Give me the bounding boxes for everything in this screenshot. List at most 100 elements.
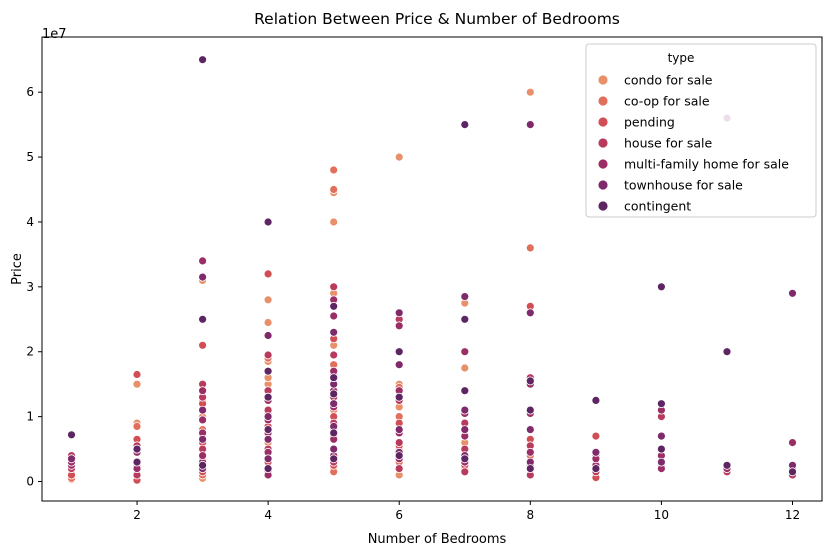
data-point xyxy=(132,421,142,431)
data-point xyxy=(329,217,339,227)
data-point xyxy=(263,350,273,360)
data-point xyxy=(722,460,732,470)
data-point xyxy=(198,434,208,444)
legend-marker xyxy=(597,158,609,170)
data-point xyxy=(263,295,273,305)
data-point xyxy=(132,444,142,454)
data-point xyxy=(263,331,273,340)
data-point xyxy=(525,87,535,97)
x-tick-label: 10 xyxy=(654,508,669,522)
data-point xyxy=(460,467,470,477)
data-point xyxy=(722,347,732,357)
y-tick-label: 1 xyxy=(26,410,34,424)
data-point xyxy=(394,425,404,435)
data-point xyxy=(263,434,273,444)
data-point xyxy=(525,447,535,457)
legend-marker xyxy=(597,137,609,149)
legend-marker xyxy=(597,200,609,212)
y-axis-label: Price xyxy=(10,253,25,285)
data-point xyxy=(657,399,666,409)
data-point xyxy=(329,327,339,337)
y-axis: 0 1 2 3 4 5 6 xyxy=(26,85,42,489)
data-point xyxy=(657,282,666,292)
y-tick-label: 5 xyxy=(26,150,34,164)
data-point xyxy=(198,272,208,282)
data-point xyxy=(394,360,404,370)
data-point xyxy=(525,243,535,253)
data-point xyxy=(394,451,404,461)
data-point xyxy=(591,395,601,405)
data-point xyxy=(198,405,208,415)
data-point xyxy=(525,464,535,474)
data-point xyxy=(657,444,666,454)
legend-title: type xyxy=(668,51,695,65)
data-point xyxy=(263,269,273,279)
data-point xyxy=(394,347,404,357)
data-point xyxy=(263,425,273,435)
data-point xyxy=(329,185,339,194)
data-point xyxy=(329,350,339,360)
plot-area-frame xyxy=(41,36,823,502)
data-point xyxy=(67,430,76,440)
legend-marker xyxy=(597,95,609,107)
legend-marker xyxy=(597,74,609,86)
legend-label: contingent xyxy=(624,199,691,214)
data-point xyxy=(460,386,470,396)
data-point xyxy=(198,415,208,425)
data-point xyxy=(394,321,404,331)
data-point xyxy=(788,438,797,448)
x-tick-label: 12 xyxy=(785,508,800,522)
data-points-layer xyxy=(67,55,797,485)
y-axis-offset-label: 1e7 xyxy=(42,27,67,42)
data-point xyxy=(525,120,535,129)
x-axis: 2 4 6 8 10 12 xyxy=(133,501,800,522)
data-point xyxy=(788,467,797,477)
x-axis-label: Number of Bedrooms xyxy=(368,532,507,547)
data-point xyxy=(329,399,339,409)
data-point xyxy=(263,454,273,464)
data-point xyxy=(132,370,142,379)
x-tick-label: 8 xyxy=(526,508,534,522)
y-tick-label: 4 xyxy=(26,215,34,229)
data-point xyxy=(460,425,470,435)
data-point xyxy=(657,457,666,467)
data-point xyxy=(329,389,339,399)
data-point xyxy=(263,318,273,327)
data-point xyxy=(525,376,535,386)
data-point xyxy=(198,386,208,396)
data-point xyxy=(460,292,470,302)
data-point xyxy=(329,282,339,292)
x-tick-label: 4 xyxy=(264,508,272,522)
data-point xyxy=(394,308,404,318)
legend: type condo for sale co-op for sale pending h… xyxy=(585,43,817,218)
data-point xyxy=(132,457,142,467)
x-tick-label: 6 xyxy=(395,508,403,522)
data-point xyxy=(198,340,208,350)
data-point xyxy=(198,451,208,461)
data-point xyxy=(460,454,470,464)
data-point xyxy=(525,308,535,318)
y-tick-label: 6 xyxy=(26,85,34,99)
data-point xyxy=(657,431,666,441)
chart-title: Relation Between Price & Number of Bedro… xyxy=(254,10,620,28)
x-tick-label: 2 xyxy=(133,508,141,522)
data-point xyxy=(460,405,470,415)
data-point xyxy=(329,165,339,175)
data-point xyxy=(329,454,339,464)
data-point xyxy=(263,217,273,227)
data-point xyxy=(67,454,76,464)
data-point xyxy=(198,314,208,324)
data-point xyxy=(132,379,142,389)
data-point xyxy=(329,444,339,454)
data-point xyxy=(198,460,208,470)
data-point xyxy=(394,152,404,162)
data-point xyxy=(329,301,339,311)
legend-label: house for sale xyxy=(624,136,712,151)
data-point xyxy=(788,288,797,298)
data-point xyxy=(591,464,601,474)
data-point xyxy=(394,392,404,402)
data-point xyxy=(198,55,208,65)
legend-label: pending xyxy=(624,115,675,130)
data-point xyxy=(460,314,470,324)
